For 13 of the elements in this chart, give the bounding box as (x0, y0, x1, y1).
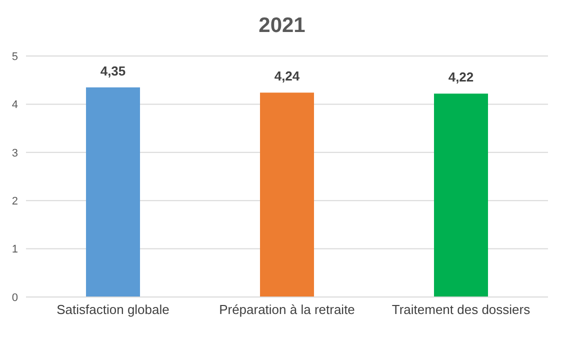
data-label: 4,35 (100, 63, 126, 78)
x-tick-label: Préparation à la retraite (219, 302, 355, 318)
chart-title: 2021 (258, 14, 306, 38)
y-tick-label: 1 (12, 244, 18, 256)
y-tick-label: 5 (12, 50, 18, 63)
y-tick-label: 4 (12, 99, 18, 112)
data-label: 4,22 (448, 70, 474, 85)
y-tick-label: 0 (12, 292, 18, 304)
y-tick-label: 3 (12, 147, 18, 160)
data-label: 4,24 (274, 68, 300, 84)
x-tick-label: Traitement des dossiers (392, 302, 531, 318)
x-tick-label: Satisfaction globale (56, 302, 170, 318)
y-tick-label: 2 (12, 196, 18, 208)
